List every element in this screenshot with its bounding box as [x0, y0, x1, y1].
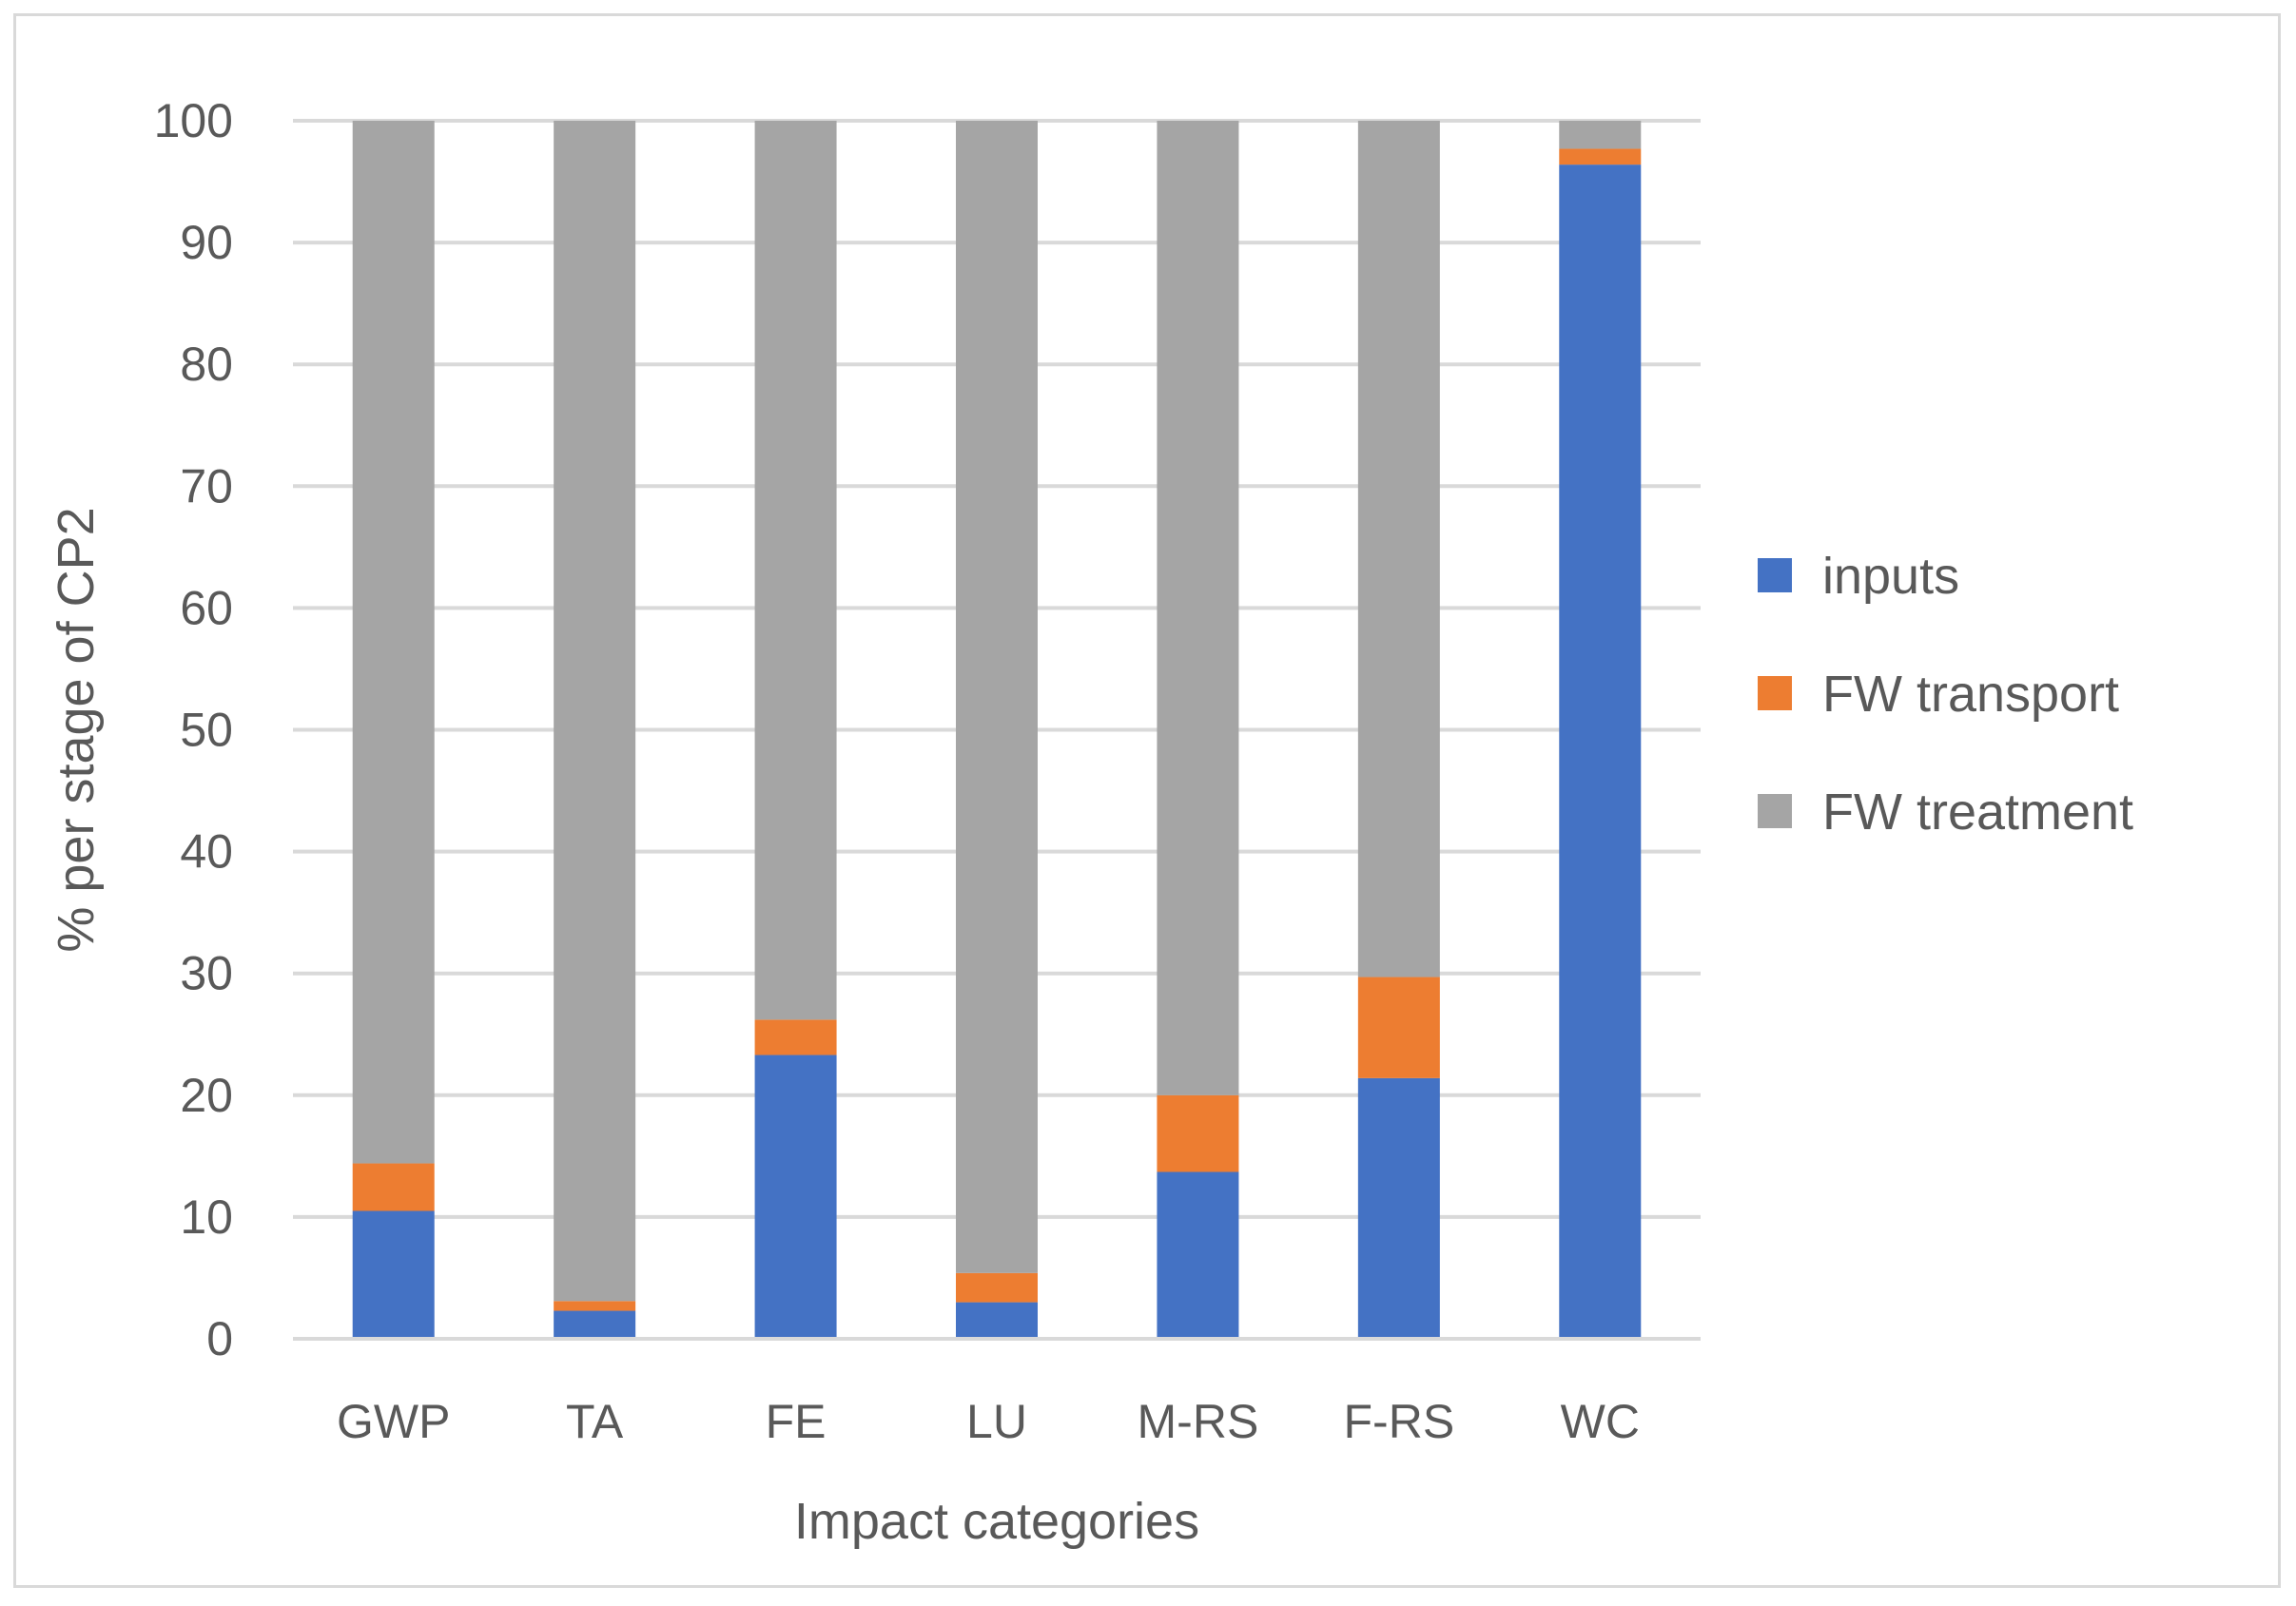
bar-fe-fw-treatment: [754, 121, 837, 1020]
y-tick-label: 80: [180, 338, 233, 391]
bar-f-rs-fw-transport: [1357, 977, 1440, 1078]
bars: [352, 121, 1642, 1340]
x-axis-title: Impact categories: [794, 1493, 1199, 1550]
y-tick-label: 90: [180, 216, 233, 269]
bar-lu-inputs: [956, 1302, 1038, 1339]
legend-label: FW transport: [1822, 666, 2119, 723]
y-tick-label: 60: [180, 581, 233, 634]
y-tick-label: 40: [180, 825, 233, 879]
bar-lu-fw-transport: [956, 1272, 1038, 1303]
y-tick-label: 10: [180, 1190, 233, 1244]
bar-ta-fw-treatment: [554, 121, 636, 1302]
bar-wc-inputs: [1559, 164, 1642, 1340]
bar-m-rs-inputs: [1157, 1171, 1239, 1339]
x-tick-label: WC: [1561, 1395, 1640, 1448]
x-tick-label: M-RS: [1138, 1395, 1259, 1448]
legend: inputs FW transport FW treatment: [1758, 548, 2133, 841]
y-tick-label: 20: [180, 1069, 233, 1122]
x-tick-label: FE: [766, 1395, 827, 1448]
bar-gwp-fw-treatment: [352, 121, 435, 1164]
bar-gwp-inputs: [352, 1210, 435, 1339]
bar-m-rs-fw-transport: [1157, 1094, 1239, 1172]
bar-fe-fw-transport: [754, 1019, 837, 1055]
legend-swatch: [1758, 676, 1792, 710]
bar-wc-fw-treatment: [1559, 121, 1642, 149]
bar-ta-inputs: [554, 1310, 636, 1339]
legend-swatch: [1758, 558, 1792, 592]
y-tick-label: 100: [154, 94, 233, 147]
y-tick-label: 30: [180, 947, 233, 1000]
y-tick-label: 50: [180, 704, 233, 757]
x-tick-label: LU: [966, 1395, 1027, 1448]
y-axis-title: % per stage of CP2: [48, 507, 105, 952]
bar-f-rs-inputs: [1357, 1077, 1440, 1339]
x-tick-label: GWP: [337, 1395, 450, 1448]
bar-lu-fw-treatment: [956, 121, 1038, 1273]
y-tick-label: 70: [180, 459, 233, 513]
bar-wc-fw-transport: [1559, 148, 1642, 165]
bar-gwp-fw-transport: [352, 1163, 435, 1211]
bar-ta-fw-transport: [554, 1301, 636, 1311]
y-tick-label: 0: [206, 1312, 233, 1365]
bar-m-rs-fw-treatment: [1157, 121, 1239, 1095]
legend-label: FW treatment: [1822, 784, 2133, 841]
bar-fe-inputs: [754, 1055, 837, 1339]
legend-label: inputs: [1822, 548, 1959, 605]
bar-f-rs-fw-treatment: [1357, 121, 1440, 977]
legend-swatch: [1758, 794, 1792, 828]
x-axis-tick-labels: GWP TA FE LU M-RS F-RS WC: [337, 1395, 1640, 1448]
x-tick-label: F-RS: [1344, 1395, 1455, 1448]
y-axis-tick-labels: 0 10 20 30 40 50 60 70 80 90 100: [154, 94, 233, 1365]
x-tick-label: TA: [566, 1395, 624, 1448]
